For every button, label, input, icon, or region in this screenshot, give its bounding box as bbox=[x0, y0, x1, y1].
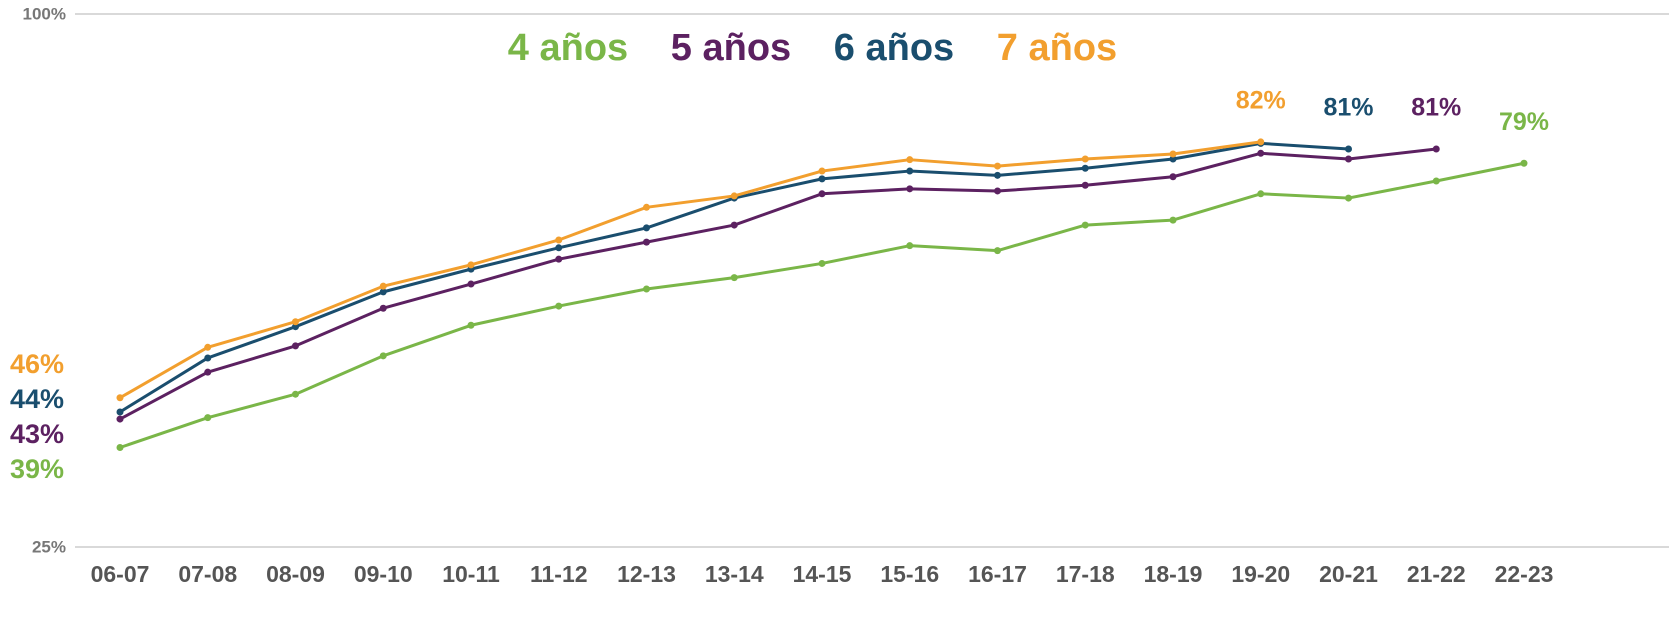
x-tick-label: 09-10 bbox=[354, 561, 413, 587]
data-point bbox=[1257, 190, 1265, 198]
data-point bbox=[643, 224, 650, 232]
x-tick-label: 17-18 bbox=[1056, 561, 1115, 587]
data-point bbox=[555, 236, 563, 244]
data-point bbox=[116, 415, 124, 423]
data-point bbox=[379, 282, 387, 290]
series-line bbox=[119, 140, 1261, 400]
data-point bbox=[906, 185, 914, 193]
data-point bbox=[730, 221, 738, 229]
data-point bbox=[292, 318, 299, 326]
data-point bbox=[555, 302, 563, 310]
x-tick-label: 12-13 bbox=[617, 561, 676, 587]
data-label: 39% bbox=[10, 454, 64, 484]
data-point bbox=[555, 244, 563, 252]
x-tick-label: 20-21 bbox=[1319, 561, 1378, 587]
x-tick-label: 15-16 bbox=[880, 561, 939, 587]
data-point bbox=[1169, 173, 1177, 181]
x-tick-label: 16-17 bbox=[968, 561, 1027, 587]
data-point bbox=[204, 343, 212, 351]
data-point bbox=[818, 190, 826, 198]
data-point bbox=[204, 368, 212, 376]
data-point bbox=[467, 261, 475, 269]
data-point bbox=[643, 238, 650, 246]
data-point bbox=[204, 354, 212, 362]
x-tick-label: 11-12 bbox=[530, 561, 588, 587]
data-point bbox=[1081, 221, 1089, 229]
data-label: 81% bbox=[1411, 94, 1461, 122]
data-point bbox=[292, 390, 299, 398]
data-label: 81% bbox=[1323, 94, 1373, 122]
data-point bbox=[1520, 159, 1528, 167]
data-point bbox=[116, 444, 124, 452]
legend-entry: 7 años bbox=[997, 27, 1117, 69]
x-tick-label: 21-22 bbox=[1407, 561, 1466, 587]
x-tick-label: 07-08 bbox=[178, 561, 237, 587]
data-point bbox=[1432, 177, 1440, 185]
data-point bbox=[994, 187, 1001, 195]
data-point bbox=[994, 171, 1001, 179]
data-point bbox=[818, 175, 826, 183]
data-point bbox=[730, 192, 738, 200]
series-line bbox=[119, 147, 1437, 421]
data-point bbox=[994, 162, 1001, 170]
data-point bbox=[818, 167, 826, 175]
data-point bbox=[116, 408, 124, 416]
legend-entry: 4 años bbox=[508, 27, 628, 69]
x-tick-label: 18-19 bbox=[1144, 561, 1203, 587]
data-point bbox=[906, 242, 914, 250]
data-point bbox=[1081, 181, 1089, 189]
data-point bbox=[1081, 164, 1089, 172]
data-point bbox=[906, 167, 914, 175]
data-point bbox=[379, 288, 387, 296]
data-point bbox=[1169, 216, 1177, 224]
x-tick-label: 06-07 bbox=[91, 561, 150, 587]
data-point bbox=[1081, 155, 1089, 163]
data-point bbox=[1169, 155, 1177, 163]
data-point bbox=[204, 414, 212, 422]
data-point bbox=[994, 247, 1001, 255]
data-point bbox=[643, 285, 650, 293]
series-line bbox=[119, 161, 1525, 449]
data-point bbox=[1345, 145, 1352, 153]
data-point bbox=[116, 394, 124, 402]
data-point bbox=[1257, 149, 1265, 157]
legend-entry: 6 años bbox=[834, 27, 954, 69]
data-point bbox=[467, 280, 475, 288]
data-label: 46% bbox=[10, 349, 64, 379]
data-point bbox=[379, 352, 387, 360]
x-tick-label: 14-15 bbox=[793, 561, 852, 587]
x-tick-label: 13-14 bbox=[705, 561, 764, 587]
data-point bbox=[292, 342, 299, 350]
data-point bbox=[1432, 145, 1440, 153]
data-point bbox=[379, 304, 387, 312]
data-point bbox=[1257, 138, 1265, 146]
y-tick-label: 25% bbox=[32, 537, 66, 556]
y-tick-label: 100% bbox=[23, 4, 66, 23]
data-point bbox=[1345, 194, 1352, 202]
x-tick-label: 22-23 bbox=[1495, 561, 1554, 587]
data-point bbox=[1169, 150, 1177, 158]
data-point bbox=[555, 255, 563, 263]
data-point bbox=[292, 323, 299, 331]
data-label: 44% bbox=[10, 384, 64, 414]
data-point bbox=[467, 321, 475, 329]
data-point bbox=[906, 156, 914, 164]
data-label: 82% bbox=[1236, 87, 1286, 115]
data-point bbox=[818, 259, 826, 267]
data-point bbox=[1345, 155, 1352, 163]
data-label: 79% bbox=[1499, 108, 1549, 136]
data-label: 43% bbox=[10, 419, 64, 449]
data-point bbox=[643, 203, 650, 211]
legend-entry: 5 años bbox=[671, 27, 791, 69]
x-tick-label: 10-11 bbox=[442, 561, 500, 587]
x-tick-label: 08-09 bbox=[266, 561, 325, 587]
data-point bbox=[730, 274, 738, 282]
x-tick-label: 19-20 bbox=[1231, 561, 1290, 587]
